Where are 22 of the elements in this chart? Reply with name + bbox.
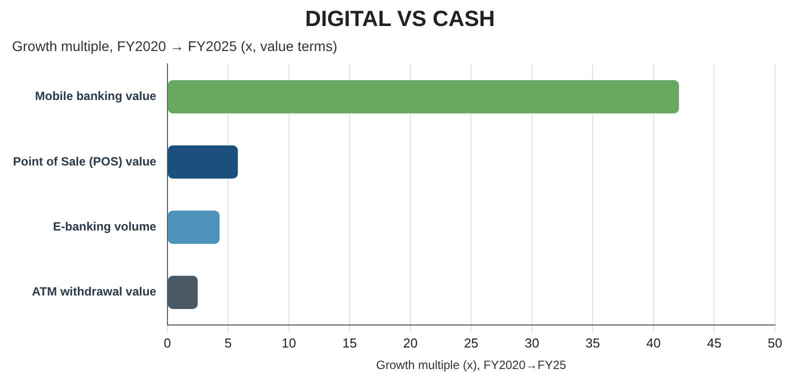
x-axis-title: Growth multiple (x), FY2020→FY25	[376, 358, 567, 372]
chart-title: DIGITAL VS CASH	[304, 6, 496, 32]
y-tick-label: Point of Sale (POS) value	[12, 154, 157, 168]
bar	[168, 210, 220, 244]
x-tick-label: 0	[164, 335, 171, 350]
bar	[168, 276, 198, 310]
y-tick-label: ATM withdrawal value	[32, 284, 157, 299]
bar	[168, 145, 238, 179]
x-tick-label: 20	[403, 335, 418, 350]
x-tick-label: 25	[464, 335, 478, 350]
bar	[168, 80, 679, 114]
x-tick-label: 5	[224, 335, 232, 350]
x-tick-label: 30	[524, 335, 540, 350]
y-tick-label: E-banking volume	[53, 220, 157, 234]
chart-subtitle: Growth multiple, FY2020 → FY2025 (x, value terms)	[12, 38, 338, 54]
x-tick-label: 15	[342, 335, 357, 350]
y-tick-label: Mobile banking value	[35, 89, 157, 104]
x-tick-label: 35	[585, 335, 600, 350]
x-tick-label: 45	[707, 335, 722, 350]
x-tick-label: 10	[282, 335, 296, 350]
x-tick-label: 50	[768, 335, 782, 350]
x-tick-label: 40	[646, 335, 661, 350]
